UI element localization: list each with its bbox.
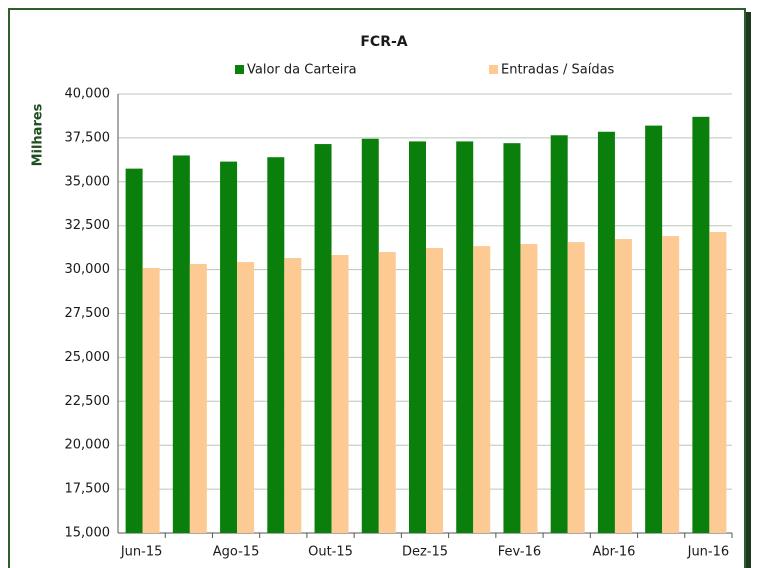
y-tick-label: 35,000 [65, 174, 111, 189]
x-tick-label: Dez-15 [402, 545, 448, 560]
bar [189, 263, 207, 533]
x-tick-label: Out-15 [308, 545, 353, 560]
bar [284, 258, 302, 533]
frame-shadow [746, 12, 751, 568]
y-tick-label: 22,500 [65, 394, 111, 409]
x-tick-label: Ago-15 [213, 545, 260, 560]
bar [361, 138, 379, 533]
x-tick-label: Jun-16 [687, 545, 730, 560]
bar [220, 161, 238, 533]
bar [550, 135, 568, 534]
y-tick-label: 32,500 [65, 218, 111, 233]
bar [267, 157, 285, 533]
bar [142, 268, 160, 533]
y-axis-title: Milhares [31, 103, 46, 166]
y-tick-label: 17,500 [65, 482, 111, 497]
bar [662, 236, 680, 533]
bar [426, 248, 443, 533]
y-tick-label: 15,000 [65, 526, 111, 541]
bar [567, 242, 585, 533]
bar [314, 144, 332, 533]
y-tick-label: 27,500 [65, 306, 111, 321]
bar [520, 243, 538, 533]
bar [645, 125, 663, 533]
bar [331, 255, 349, 533]
x-tick-label: Fev-16 [498, 545, 541, 560]
legend-swatch [235, 65, 244, 74]
bar [597, 131, 615, 533]
y-tick-label: 20,000 [65, 438, 111, 453]
bar [409, 141, 426, 534]
bar [378, 252, 396, 534]
legend-label: Entradas / Saídas [501, 63, 615, 78]
bar [709, 232, 727, 533]
chart-title: FCR-A [360, 34, 407, 50]
y-tick-label: 37,500 [65, 130, 111, 145]
bar [237, 262, 255, 533]
legend-swatch [489, 65, 498, 74]
bar [692, 116, 710, 533]
y-tick-label: 30,000 [65, 262, 111, 277]
bar [503, 143, 521, 533]
y-tick-label: 40,000 [65, 87, 111, 102]
bar [172, 155, 190, 533]
bar [125, 168, 143, 533]
bar [473, 246, 491, 534]
bar [614, 239, 632, 533]
legend-label: Valor da Carteira [247, 63, 357, 78]
y-tick-label: 25,000 [65, 350, 111, 365]
x-tick-label: Abr-16 [592, 545, 635, 560]
bar [456, 141, 474, 534]
x-tick-label: Jun-15 [120, 545, 163, 560]
